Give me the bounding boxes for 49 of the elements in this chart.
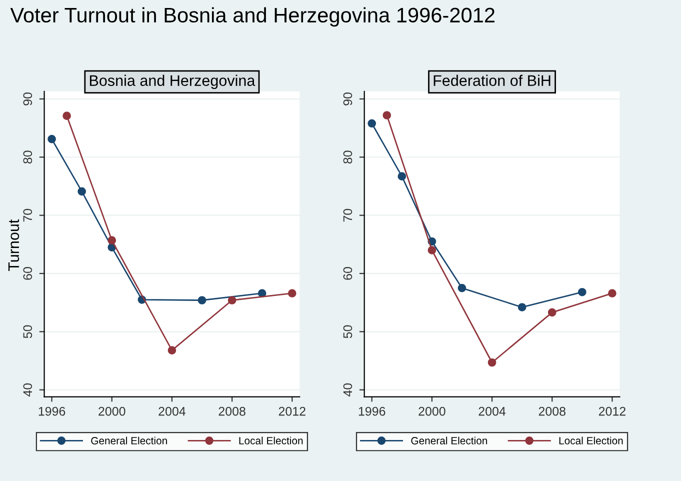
y-axis-title: Turnout (8, 219, 20, 272)
point (608, 289, 616, 298)
x-tick-label: 2012 (278, 406, 306, 416)
point (398, 172, 406, 180)
legend-label: Local Election (559, 436, 623, 444)
legend-label: General Election (411, 436, 488, 444)
y-tick-label: 40 (343, 383, 352, 397)
y-tick-label: 90 (23, 92, 32, 106)
x-tick-label: 2012 (598, 406, 626, 416)
y-tick-label: 40 (23, 383, 32, 397)
chart-title: Voter Turnout in Bosnia and Herzegovina 1996-2012 (10, 7, 494, 27)
x-tick-label: 2004 (158, 406, 186, 416)
point (168, 346, 176, 354)
x-tick-label: 1996 (358, 406, 386, 416)
chart-subtitle: Bosnia and Herzegovina (90, 74, 256, 90)
y-tick-label: 50 (343, 325, 352, 338)
x-tick-label: 1996 (38, 406, 66, 416)
y-tick-label: 80 (23, 150, 32, 164)
point (258, 289, 266, 298)
point (428, 246, 436, 254)
point (368, 119, 376, 128)
x-tick-label: 2008 (538, 406, 566, 416)
x-tick-label: 2008 (218, 406, 246, 416)
y-tick-label: 80 (343, 150, 352, 164)
point (62, 112, 71, 120)
y-tick-label: 50 (23, 325, 32, 338)
point (382, 111, 392, 120)
point (288, 289, 296, 298)
y-tick-label: 90 (343, 92, 352, 106)
point (228, 296, 236, 304)
point (518, 303, 526, 312)
point (548, 308, 556, 317)
point (108, 236, 116, 244)
legend-label: Local Election (239, 436, 303, 444)
y-tick-label: 60 (23, 267, 32, 280)
point (48, 134, 56, 144)
point (488, 358, 496, 367)
y-tick-label: 60 (343, 267, 352, 280)
legend-label: General Election (91, 436, 167, 444)
point (198, 296, 206, 304)
y-tick-label: 70 (343, 208, 352, 222)
point (458, 284, 466, 292)
x-tick-label: 2000 (98, 406, 126, 416)
point (78, 187, 86, 196)
x-tick-label: 2000 (418, 406, 446, 416)
point (578, 288, 586, 296)
x-tick-label: 2004 (478, 406, 506, 416)
chart-subtitle: Federation of BiH (434, 74, 550, 86)
y-tick-label: 70 (23, 208, 32, 222)
